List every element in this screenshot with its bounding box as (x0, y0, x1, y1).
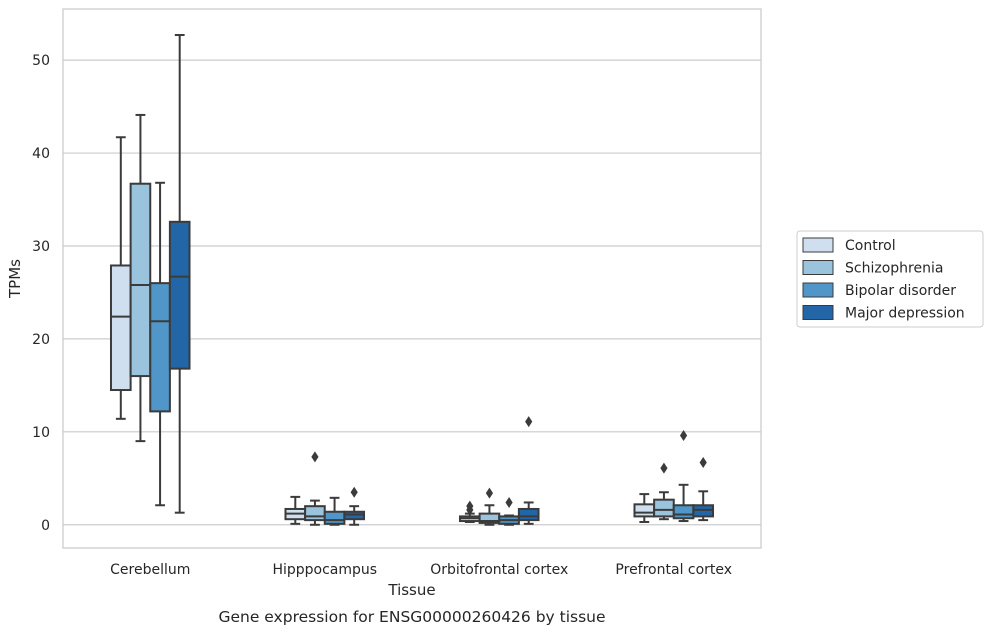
outlier-point (679, 430, 688, 442)
box-iqr (109, 264, 132, 392)
outlier-point (505, 496, 513, 508)
legend-swatch (802, 305, 834, 320)
outlier-point (699, 457, 707, 469)
legend-label: Schizophrenia (845, 261, 943, 277)
legend-frame (796, 230, 984, 328)
x-tick-label: Prefrontal cortex (615, 562, 732, 578)
box-iqr (323, 510, 346, 525)
outlier-point (466, 500, 474, 512)
chart-caption: Gene expression for ENSG00000260426 by t… (218, 608, 605, 626)
outlier-point (485, 487, 494, 499)
x-axis-label: Tissue (387, 581, 435, 599)
series-group (168, 34, 715, 526)
legend-swatch (802, 260, 834, 275)
outlier-point (311, 451, 319, 463)
series-group (129, 113, 675, 526)
outlier-point (525, 416, 533, 428)
y-tick-label: 30 (32, 239, 50, 255)
legend-label: Control (845, 238, 896, 254)
box-iqr (129, 182, 152, 378)
legend: Control Schizophrenia Bipolar disorder Majo… (796, 230, 984, 328)
y-axis-label: TPMs (6, 259, 24, 299)
legend-label: Major depression (845, 306, 965, 322)
outlier-point (350, 486, 358, 498)
box-iqr (304, 505, 326, 522)
series-group (149, 181, 695, 526)
y-tick-label: 20 (32, 332, 50, 348)
x-tick-label: Cerebellum (110, 562, 190, 578)
y-tick-label: 0 (41, 518, 50, 534)
box-iqr (168, 220, 191, 370)
plot-background (63, 9, 761, 548)
y-tick-label: 40 (32, 146, 50, 162)
box-iqr (653, 498, 675, 518)
x-tick-label: Orbitofrontal cortex (430, 562, 568, 578)
y-tick-labels: 0 10 20 30 40 50 (32, 53, 50, 534)
x-tick-label: Hipppocampus (272, 562, 377, 578)
y-tick-label: 50 (32, 53, 50, 69)
legend-swatch (802, 237, 834, 253)
x-tick-labels: Cerebellum Hipppocampus Orbitofrontal cort… (110, 562, 732, 578)
legend-swatch (802, 282, 834, 298)
box-iqr (633, 503, 656, 518)
y-tick-label: 10 (32, 425, 50, 441)
outlier-point (660, 462, 668, 474)
box-iqr (672, 504, 695, 520)
box-series (109, 34, 715, 526)
box-iqr (149, 282, 171, 413)
legend-label: Bipolar disorder (845, 283, 956, 299)
plot-frame (62, 8, 762, 549)
legend-entries: Control Schizophrenia Bipolar disorder Majo… (802, 237, 965, 322)
box-iqr (517, 507, 540, 522)
